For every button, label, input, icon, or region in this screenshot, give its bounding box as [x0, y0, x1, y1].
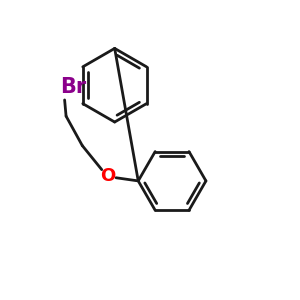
Text: O: O — [100, 167, 115, 185]
Text: Br: Br — [60, 77, 87, 97]
